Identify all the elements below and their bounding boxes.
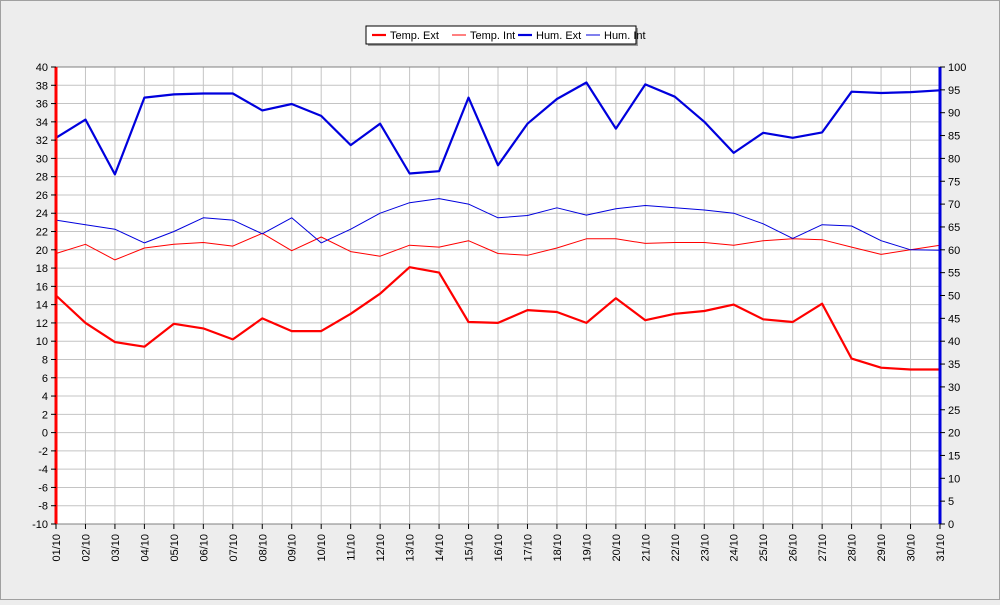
y-right-tick-label: 60 <box>948 245 960 257</box>
y-left-tick-label: -8 <box>38 501 48 513</box>
y-left-tick-label: 38 <box>36 80 48 92</box>
y-left-tick-label: 36 <box>36 99 48 111</box>
y-right-tick-label: 55 <box>948 268 960 280</box>
y-left-tick-label: -10 <box>32 519 48 531</box>
y-right-tick-label: 0 <box>948 519 954 531</box>
x-tick-label: 12/10 <box>375 534 387 562</box>
x-tick-label: 15/10 <box>464 534 476 562</box>
x-tick-label: 08/10 <box>257 534 269 562</box>
y-left-tick-label: 20 <box>36 245 48 257</box>
y-left-tick-label: 24 <box>36 208 48 220</box>
series-line-temp-ext <box>55 266 940 371</box>
legend-label: Temp. Int <box>470 30 515 42</box>
legend-item-hum-ext: Hum. Ext <box>518 30 581 42</box>
y-right-tick-label: 75 <box>948 176 960 188</box>
y-right-tick-label: 50 <box>948 291 960 303</box>
legend-box <box>365 25 637 45</box>
y-right-tick-label: 80 <box>948 153 960 165</box>
x-tick-label: 30/10 <box>906 534 918 562</box>
y-left-axis: -10-8-6-4-202468101214161820222426283032… <box>32 62 56 531</box>
y-right-tick-label: 20 <box>948 428 960 440</box>
x-tick-label: 23/10 <box>699 534 711 562</box>
x-tick-label: 09/10 <box>287 534 299 562</box>
y-left-tick-label: 30 <box>36 153 48 165</box>
y-left-tick-label: 34 <box>36 117 48 129</box>
x-tick-label: 24/10 <box>729 534 741 562</box>
y-left-tick-label: 14 <box>36 300 48 312</box>
y-left-tick-label: 32 <box>36 135 48 147</box>
y-left-tick-label: -2 <box>38 446 48 458</box>
y-left-tick-label: 18 <box>36 263 48 275</box>
y-right-axis: 0 5 10 15 20 25 30 35 40 45 50 55 60 65 70 75 80 85 90 95 10… <box>940 62 966 531</box>
y-right-tick-label: 40 <box>948 336 960 348</box>
y-left-tick-label: 8 <box>42 354 48 366</box>
legend-item-temp-int: Temp. Int <box>452 30 515 42</box>
x-tick-label: 01/10 <box>51 534 63 562</box>
y-right-tick-label: 95 <box>948 85 960 97</box>
y-left-tick-label: 4 <box>42 391 48 403</box>
y-left-tick-label: 22 <box>36 227 48 239</box>
y-left-tick-label: 0 <box>42 428 48 440</box>
x-tick-label: 03/10 <box>110 534 122 562</box>
y-left-tick-label: -6 <box>38 482 48 494</box>
x-tick-label: 27/10 <box>817 534 829 562</box>
y-right-tick-label: 15 <box>948 450 960 462</box>
y-right-tick-label: 25 <box>948 405 960 417</box>
x-tick-label: 18/10 <box>552 534 564 562</box>
x-tick-label: 20/10 <box>611 534 623 562</box>
x-tick-label: 25/10 <box>758 534 770 562</box>
x-tick-label: 21/10 <box>640 534 652 562</box>
legend-label: Hum. Ext <box>536 30 581 42</box>
x-tick-label: 06/10 <box>198 534 210 562</box>
y-right-tick-label: 5 <box>948 496 954 508</box>
x-tick-label: 19/10 <box>581 534 593 562</box>
x-tick-label: 10/10 <box>316 534 328 562</box>
series-line-hum-ext <box>55 81 941 176</box>
x-tick-label: 11/10 <box>346 534 358 561</box>
y-right-tick-label: 70 <box>948 199 960 211</box>
y-right-tick-label: 100 <box>948 62 966 74</box>
x-tick-label: 04/10 <box>139 534 151 562</box>
y-right-tick-label: 30 <box>948 382 960 394</box>
y-right-tick-label: 45 <box>948 313 960 325</box>
x-tick-label: 17/10 <box>522 534 534 562</box>
y-right-tick-label: 90 <box>948 108 960 120</box>
x-tick-label: 28/10 <box>847 534 859 562</box>
legend-label: Temp. Ext <box>390 30 439 42</box>
y-left-tick-label: -4 <box>38 464 48 476</box>
x-tick-label: 02/10 <box>80 534 92 562</box>
y-left-tick-label: 40 <box>36 62 48 74</box>
x-tick-label: 13/10 <box>405 534 417 562</box>
y-right-tick-label: 10 <box>948 473 960 485</box>
x-tick-label: 26/10 <box>788 534 800 562</box>
y-left-tick-label: 12 <box>36 318 48 330</box>
legend: Temp. Ext Temp. Int Hum. Ext Hum. Int <box>365 25 646 46</box>
y-left-tick-label: 10 <box>36 336 48 348</box>
x-axis: 01/10 02/10 03/10 04/10 05/10 06/10 07/10 08/10… <box>51 524 947 562</box>
legend-item-temp-ext: Temp. Ext <box>372 30 439 42</box>
y-left-tick-label: 26 <box>36 190 48 202</box>
x-tick-label: 05/10 <box>169 534 181 562</box>
y-right-tick-label: 35 <box>948 359 960 371</box>
y-right-tick-label: 85 <box>948 131 960 143</box>
series-line-hum-int <box>55 198 941 251</box>
x-tick-label: 31/10 <box>935 534 947 562</box>
x-tick-label: 14/10 <box>434 534 446 562</box>
series-layer <box>55 81 941 371</box>
x-tick-label: 29/10 <box>876 534 888 562</box>
y-right-tick-label: 65 <box>948 222 960 234</box>
x-tick-label: 22/10 <box>670 534 682 562</box>
y-left-tick-label: 16 <box>36 281 48 293</box>
y-left-tick-label: 2 <box>42 409 48 421</box>
x-tick-label: 16/10 <box>493 534 505 562</box>
y-left-tick-label: 28 <box>36 172 48 184</box>
x-tick-label: 07/10 <box>228 534 240 562</box>
legend-item-hum-int: Hum. Int <box>586 30 646 42</box>
legend-label: Hum. Int <box>604 30 646 42</box>
y-left-tick-label: 6 <box>42 373 48 385</box>
